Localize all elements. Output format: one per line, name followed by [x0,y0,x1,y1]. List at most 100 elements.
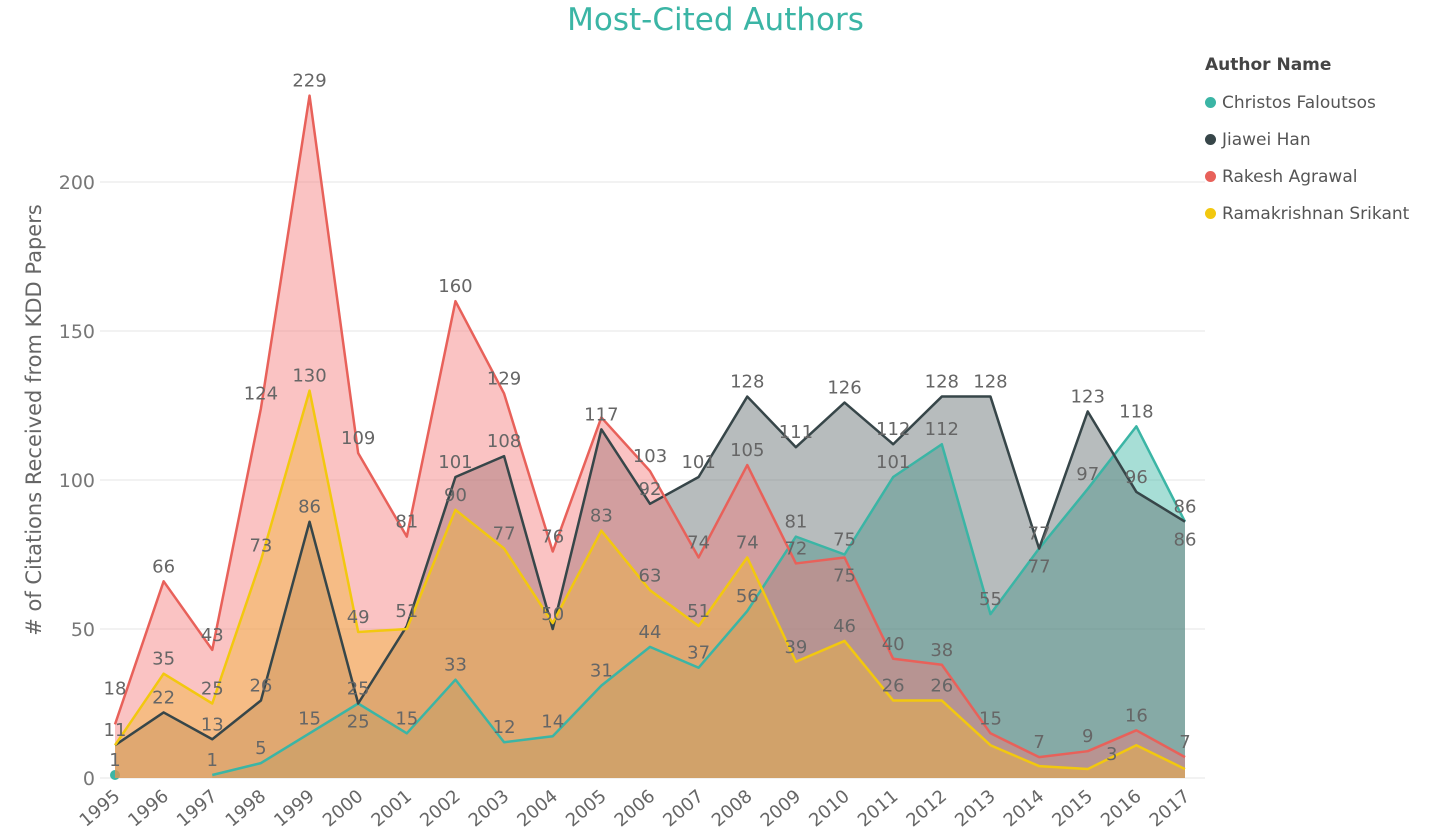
data-label: 128 [973,372,1007,393]
x-tick-label: 2009 [757,786,806,832]
data-label: 86 [298,497,321,518]
x-tick-label: 2007 [659,786,708,832]
data-label: 9 [1082,726,1093,747]
data-label: 128 [730,372,764,393]
data-label: 74 [736,532,759,553]
data-label: 12 [493,717,516,738]
data-label: 16 [1125,705,1148,726]
series-line [113,389,1186,771]
y-tick-label: 100 [59,470,95,492]
data-label: 40 [882,634,905,655]
legend: Author Name Christos Faloutsos Jiawei Han… [1205,55,1409,232]
data-label: 75 [833,530,856,551]
y-tick-label: 0 [83,768,95,790]
series-line [114,395,1186,747]
legend-label: Ramakrishnan Srikant [1222,203,1410,224]
data-label: 14 [541,711,564,732]
y-tick-label: 150 [59,321,95,343]
data-label: 74 [687,532,710,553]
data-label: 92 [639,479,662,500]
data-label: 31 [590,661,613,682]
data-label: 72 [784,538,807,559]
x-tick-label: 1997 [173,786,222,832]
data-label: 18 [104,678,127,699]
data-label: 55 [979,589,1002,610]
x-tick-label: 1999 [270,786,319,832]
chart-title: Most-Cited Authors [567,2,864,38]
x-tick-label: 2006 [611,786,660,832]
data-label: 101 [681,452,715,473]
data-label: 86 [1174,530,1197,551]
data-label: 1 [109,750,120,771]
data-label: 108 [487,431,521,452]
x-tick-label: 2010 [805,786,854,832]
data-label: 15 [979,708,1002,729]
data-label: 22 [152,687,175,708]
data-label: 50 [541,604,564,625]
data-label: 51 [687,601,710,622]
x-tick-label: 2000 [319,786,368,832]
x-tick-label: 2001 [367,786,416,832]
data-label: 66 [152,556,175,577]
legend-item[interactable]: Christos Faloutsos [1205,84,1409,121]
data-label: 33 [444,655,467,676]
data-label: 97 [1076,464,1099,485]
data-label: 26 [249,676,272,697]
data-label: 5 [255,738,266,759]
data-label: 77 [1028,557,1051,578]
data-label: 7 [1033,732,1044,753]
legend-marker-icon [1205,97,1216,108]
data-label: 38 [930,640,953,661]
legend-item[interactable]: Rakesh Agrawal [1205,158,1409,195]
legend-label: Rakesh Agrawal [1222,166,1358,187]
data-label: 96 [1125,467,1148,488]
legend-item[interactable]: Jiawei Han [1205,121,1409,158]
y-tick-label: 200 [59,172,95,194]
data-point [110,770,120,781]
data-label: 15 [298,708,321,729]
data-label: 26 [930,676,953,697]
data-label: 75 [833,565,856,586]
data-label: 13 [201,714,224,735]
data-label: 3 [1106,744,1117,765]
data-label: 77 [1028,524,1051,545]
x-tick-label: 2004 [513,786,562,832]
data-label: 44 [639,622,662,643]
data-label: 51 [395,601,418,622]
series-area [115,390,1185,778]
data-label: 109 [341,428,375,449]
legend-item[interactable]: Ramakrishnan Srikant [1205,195,1409,232]
data-label: 124 [244,383,278,404]
x-tick-label: 2002 [416,786,465,832]
legend-marker-icon [1205,171,1216,182]
data-label: 25 [347,712,370,733]
data-label: 39 [784,637,807,658]
x-tick-label: 1996 [124,786,173,832]
data-label: 129 [487,369,521,390]
legend-title: Author Name [1205,55,1332,75]
data-label: 130 [292,366,326,387]
data-label: 15 [395,708,418,729]
data-label: 25 [201,679,224,700]
data-label: 11 [104,720,127,741]
series-area [115,396,1185,778]
data-label: 1 [207,750,218,771]
legend-label: Christos Faloutsos [1222,92,1376,113]
data-label: 56 [736,586,759,607]
data-label: 49 [347,607,370,628]
data-label: 229 [292,71,326,92]
data-label: 123 [1071,386,1105,407]
x-tick-label: 2016 [1097,786,1146,832]
data-label: 101 [438,452,472,473]
x-tick-label: 2003 [465,786,514,832]
data-label: 37 [687,643,710,664]
data-label: 81 [784,512,807,533]
x-tick-label: 2014 [1000,786,1049,832]
data-label: 112 [876,419,910,440]
x-tick-label: 2005 [562,786,611,832]
x-tick-label: 1995 [76,786,125,832]
series-area [115,95,1185,778]
legend-marker-icon [1205,134,1216,145]
x-tick-label: 2017 [1146,786,1195,832]
